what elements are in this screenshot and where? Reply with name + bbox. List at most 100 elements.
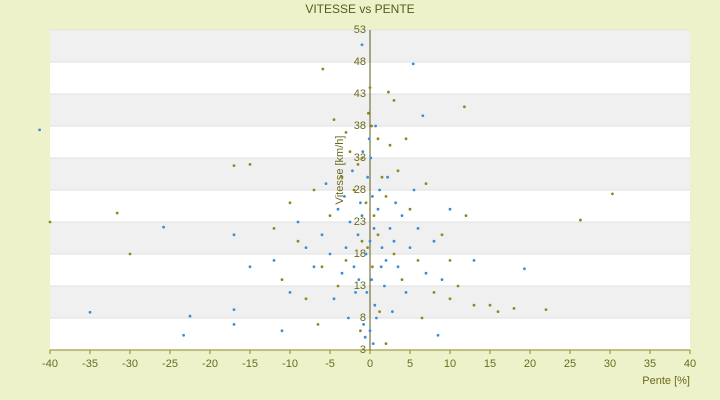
point [354,291,357,294]
x-tick-label: -40 [42,358,58,370]
point [370,278,373,281]
point [386,175,389,179]
point [296,220,300,224]
point [496,310,500,313]
point [347,316,350,320]
point [362,323,365,326]
point [344,131,348,134]
point [348,150,352,154]
x-tick-label: 10 [444,358,456,370]
point [375,316,378,320]
point [387,90,390,94]
x-tick-label: -10 [282,358,298,370]
point [374,124,377,128]
point [384,259,388,262]
point [373,303,377,307]
point [372,227,376,230]
point [369,156,373,160]
point [384,195,388,198]
point [340,271,344,275]
point [352,188,356,192]
point [332,297,336,301]
point [288,291,292,294]
point [448,297,452,301]
point [424,271,428,275]
point [463,105,466,109]
point [544,308,548,312]
y-tick-label: 28 [354,184,366,196]
x-tick-label: 20 [524,358,536,370]
point [288,201,292,205]
point [48,220,52,224]
point [412,188,416,192]
point [248,265,252,269]
point [343,195,346,198]
point [367,137,371,141]
point [432,291,436,294]
point [472,259,476,262]
x-tick-label: 30 [604,358,616,370]
x-tick-label: 5 [407,358,413,370]
point [162,225,166,229]
point [440,233,444,237]
point [379,265,383,269]
point [352,265,356,269]
y-tick-label: 8 [360,312,366,324]
point [448,207,452,211]
x-tick-label: -35 [82,358,98,370]
point [316,323,320,326]
x-tick-label: -30 [122,358,138,370]
point [351,169,354,173]
point [115,211,119,215]
point [579,218,582,222]
point [361,150,365,154]
point [391,310,394,313]
x-tick-label: 15 [484,358,496,370]
point [376,207,380,211]
y-tick-label: 48 [354,56,366,68]
y-tick-label: 53 [354,24,366,36]
point [38,128,41,132]
y-axis-title: Vitesse [km/h] [334,136,346,205]
y-tick-label: 18 [354,248,366,260]
point [365,291,369,294]
point [296,239,300,243]
point [424,182,428,186]
point [421,114,425,118]
point [512,307,516,310]
x-tick-label: 35 [644,358,656,370]
point [378,310,381,313]
point [364,252,368,256]
point [360,43,364,47]
point [368,86,372,89]
point [376,233,380,237]
x-tick-label: -20 [202,358,218,370]
point [332,118,336,121]
point [320,265,324,269]
point [368,329,372,333]
point [304,297,308,301]
point [344,246,348,250]
point [328,252,332,256]
point [360,214,364,218]
point [416,259,420,262]
point [312,188,316,192]
point [411,62,415,66]
y-tick-label: 33 [354,152,366,164]
point [360,156,364,160]
point [324,182,328,186]
point [448,259,452,262]
point [372,214,376,218]
point [371,195,374,198]
x-tick-label: 25 [564,358,576,370]
point [432,239,436,243]
x-tick-label: 0 [367,358,373,370]
point [357,278,361,281]
x-tick-label: 40 [684,358,696,370]
point [188,314,192,318]
point [420,316,424,320]
y-tick-label: 23 [354,216,366,228]
point [359,201,362,205]
point [408,246,412,250]
point [344,259,348,262]
